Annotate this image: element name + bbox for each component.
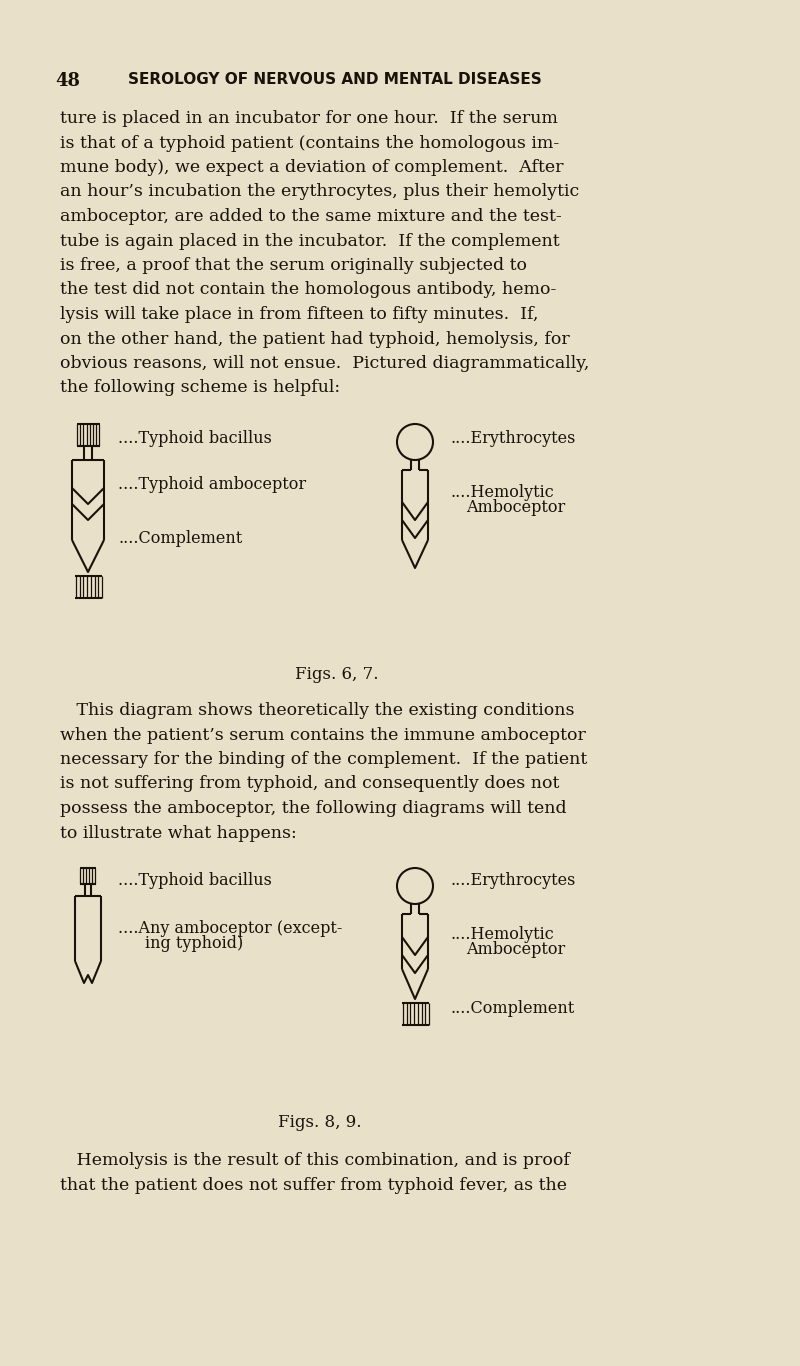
Text: ....Hemolytic: ....Hemolytic xyxy=(450,926,554,943)
Text: ....Erythrocytes: ....Erythrocytes xyxy=(450,430,575,447)
Text: is free, a proof that the serum originally subjected to: is free, a proof that the serum original… xyxy=(60,257,527,275)
Text: an hour’s incubation the erythrocytes, plus their hemolytic: an hour’s incubation the erythrocytes, p… xyxy=(60,183,579,201)
Text: Figs. 6, 7.: Figs. 6, 7. xyxy=(295,667,378,683)
Text: ture is placed in an incubator for one hour.  If the serum: ture is placed in an incubator for one h… xyxy=(60,111,558,127)
Text: when the patient’s serum contains the immune amboceptor: when the patient’s serum contains the im… xyxy=(60,727,586,743)
Text: mune body), we expect a deviation of complement.  After: mune body), we expect a deviation of com… xyxy=(60,158,563,176)
Text: Figs. 8, 9.: Figs. 8, 9. xyxy=(278,1115,362,1131)
Text: This diagram shows theoretically the existing conditions: This diagram shows theoretically the exi… xyxy=(60,702,574,719)
Text: on the other hand, the patient had typhoid, hemolysis, for: on the other hand, the patient had typho… xyxy=(60,331,570,347)
Text: ....Typhoid bacillus: ....Typhoid bacillus xyxy=(118,430,272,447)
Text: SEROLOGY OF NERVOUS AND MENTAL DISEASES: SEROLOGY OF NERVOUS AND MENTAL DISEASES xyxy=(128,72,542,87)
Text: is not suffering from typhoid, and consequently does not: is not suffering from typhoid, and conse… xyxy=(60,776,559,792)
Text: possess the amboceptor, the following diagrams will tend: possess the amboceptor, the following di… xyxy=(60,800,566,817)
Text: ....Erythrocytes: ....Erythrocytes xyxy=(450,872,575,889)
Text: ....Complement: ....Complement xyxy=(118,530,242,546)
Text: the test did not contain the homologous antibody, hemo-: the test did not contain the homologous … xyxy=(60,281,556,299)
Text: ....Any amboceptor (except-: ....Any amboceptor (except- xyxy=(118,919,342,937)
Text: 48: 48 xyxy=(55,72,80,90)
Text: obvious reasons, will not ensue.  Pictured diagrammatically,: obvious reasons, will not ensue. Picture… xyxy=(60,355,590,372)
Text: Amboceptor: Amboceptor xyxy=(466,499,566,516)
Text: amboceptor, are added to the same mixture and the test-: amboceptor, are added to the same mixtur… xyxy=(60,208,562,225)
Text: to illustrate what happens:: to illustrate what happens: xyxy=(60,825,297,841)
Text: ....Complement: ....Complement xyxy=(450,1000,574,1018)
Text: Hemolysis is the result of this combination, and is proof: Hemolysis is the result of this combinat… xyxy=(60,1152,570,1169)
Text: Amboceptor: Amboceptor xyxy=(466,941,566,958)
Text: ing typhoid): ing typhoid) xyxy=(145,934,243,952)
Text: the following scheme is helpful:: the following scheme is helpful: xyxy=(60,380,340,396)
Text: is that of a typhoid patient (contains the homologous im-: is that of a typhoid patient (contains t… xyxy=(60,134,559,152)
Text: ....Typhoid bacillus: ....Typhoid bacillus xyxy=(118,872,272,889)
Text: lysis will take place in from fifteen to fifty minutes.  If,: lysis will take place in from fifteen to… xyxy=(60,306,538,322)
Text: tube is again placed in the incubator.  If the complement: tube is again placed in the incubator. I… xyxy=(60,232,560,250)
Text: necessary for the binding of the complement.  If the patient: necessary for the binding of the complem… xyxy=(60,751,587,768)
Text: that the patient does not suffer from typhoid fever, as the: that the patient does not suffer from ty… xyxy=(60,1176,567,1194)
Text: ....Hemolytic: ....Hemolytic xyxy=(450,484,554,501)
Text: ....Typhoid amboceptor: ....Typhoid amboceptor xyxy=(118,475,306,493)
